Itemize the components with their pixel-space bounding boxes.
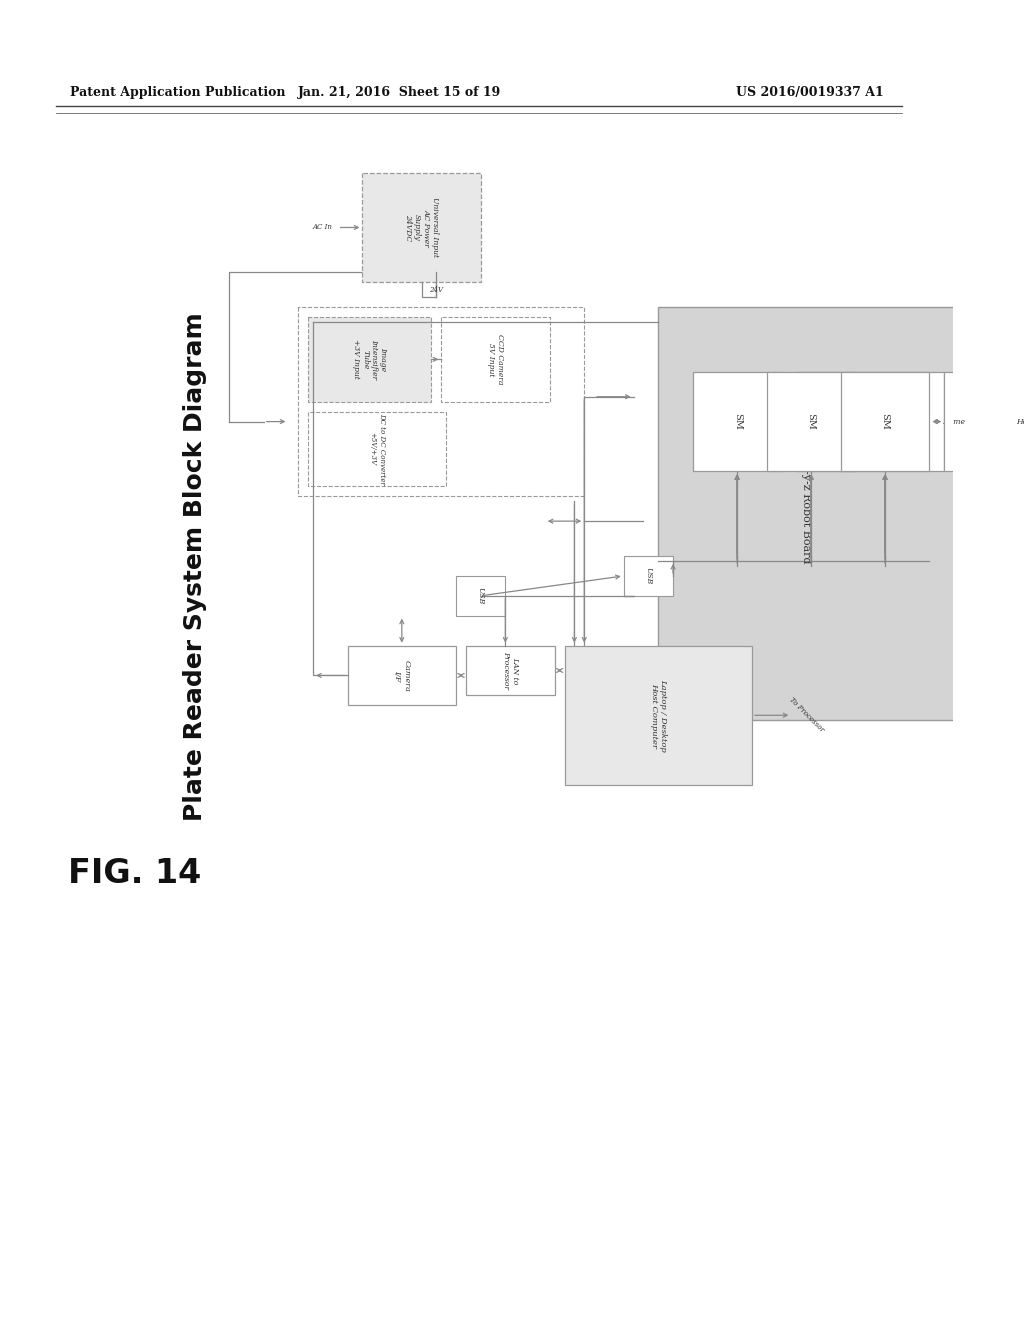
Polygon shape bbox=[298, 308, 585, 496]
Text: USB: USB bbox=[644, 568, 652, 585]
Text: Patent Application Publication: Patent Application Publication bbox=[70, 86, 286, 99]
Polygon shape bbox=[870, 372, 944, 471]
Polygon shape bbox=[658, 308, 954, 721]
Text: Home: Home bbox=[1017, 417, 1024, 425]
Text: SM: SM bbox=[732, 413, 741, 430]
Text: Laptop / Desktop
Host Computer: Laptop / Desktop Host Computer bbox=[649, 678, 667, 751]
Text: SM: SM bbox=[807, 413, 815, 430]
Polygon shape bbox=[624, 556, 673, 595]
Text: Universal Input
AC Power
Supply
24VDC: Universal Input AC Power Supply 24VDC bbox=[403, 198, 439, 257]
Polygon shape bbox=[347, 645, 456, 705]
Text: USB: USB bbox=[477, 587, 484, 605]
Polygon shape bbox=[441, 317, 550, 401]
Text: To Processor: To Processor bbox=[787, 696, 825, 734]
Polygon shape bbox=[767, 372, 855, 471]
Text: Camera
I/F: Camera I/F bbox=[393, 660, 411, 692]
Text: Home: Home bbox=[942, 417, 966, 425]
Polygon shape bbox=[564, 645, 752, 785]
Text: Image
Intensifier
Tube
+3V Input: Image Intensifier Tube +3V Input bbox=[352, 339, 387, 380]
Text: LAN to
Processor: LAN to Processor bbox=[502, 651, 519, 689]
Text: FIG. 14: FIG. 14 bbox=[69, 858, 202, 891]
Text: 24V: 24V bbox=[429, 285, 443, 293]
Polygon shape bbox=[362, 173, 480, 282]
Text: AC In: AC In bbox=[313, 223, 333, 231]
Text: US 2016/0019337 A1: US 2016/0019337 A1 bbox=[736, 86, 884, 99]
Text: Plate Reader System Block Diagram: Plate Reader System Block Diagram bbox=[183, 313, 208, 821]
Text: SM: SM bbox=[881, 413, 890, 430]
Polygon shape bbox=[308, 412, 446, 486]
Text: Jan. 21, 2016  Sheet 15 of 19: Jan. 21, 2016 Sheet 15 of 19 bbox=[298, 86, 502, 99]
Text: CCD Camera
5V Input: CCD Camera 5V Input bbox=[486, 334, 504, 384]
Polygon shape bbox=[456, 576, 506, 615]
Polygon shape bbox=[797, 372, 870, 471]
Polygon shape bbox=[693, 372, 781, 471]
Polygon shape bbox=[308, 317, 431, 401]
Text: DC to DC Converter
+5V/+3V: DC to DC Converter +5V/+3V bbox=[369, 413, 386, 484]
Polygon shape bbox=[944, 372, 1018, 471]
Polygon shape bbox=[841, 372, 930, 471]
Text: x-y-z Robot Board: x-y-z Robot Board bbox=[801, 463, 811, 564]
Text: Home: Home bbox=[868, 417, 892, 425]
Polygon shape bbox=[466, 645, 555, 696]
